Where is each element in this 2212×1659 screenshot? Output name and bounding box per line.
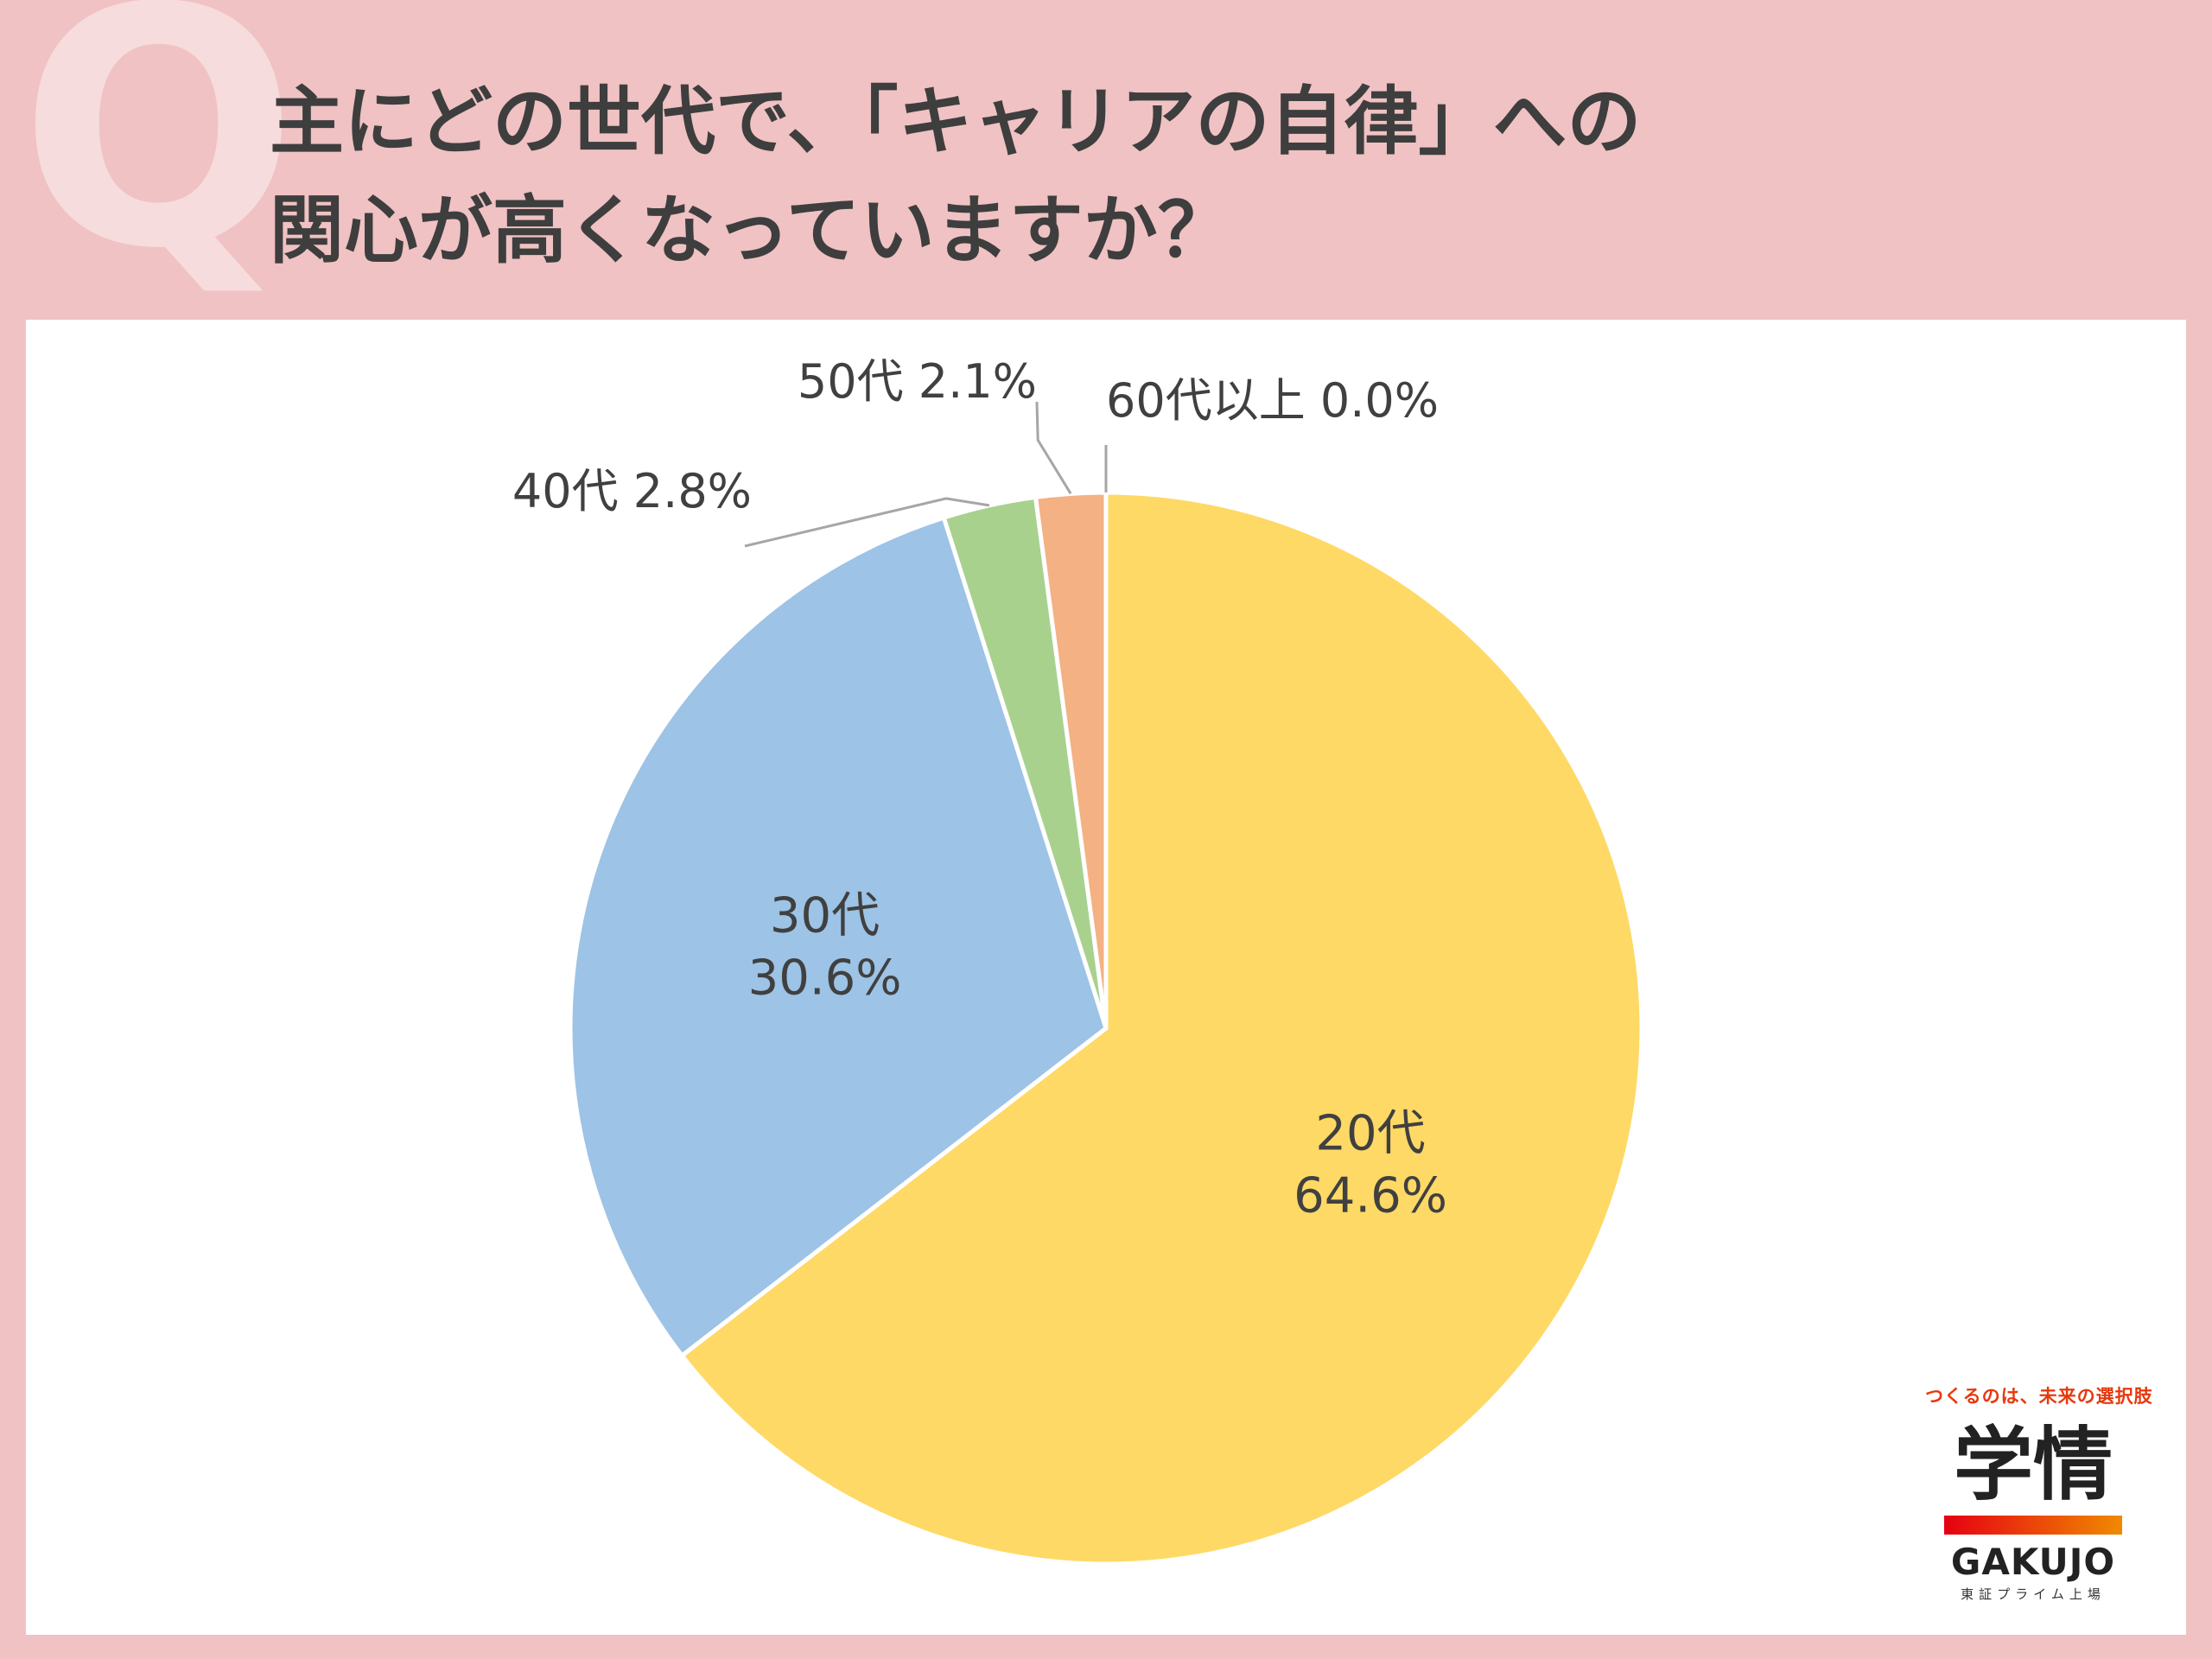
gakujo-logo: つくるのは、未来の選択肢 学情 GAKUJO 東証プライム上場: [1925, 1382, 2153, 1603]
logo-tagline: つくるのは、未来の選択肢: [1925, 1386, 2153, 1407]
title-line-1: 主にどの世代で、「キャリアの自律」への: [270, 79, 1642, 165]
slice-label-5: 60代以上 0.0%: [1106, 373, 1439, 428]
leader-line-4: [1035, 401, 1072, 495]
slice-label-3: 40代 2.8%: [512, 464, 752, 518]
title-line-2: 関心が高くなっていますか？: [270, 188, 1232, 274]
question-mark-icon: Q: [19, 0, 299, 321]
pie-slice-1: [678, 490, 1644, 1567]
pie-slice-2: [568, 514, 1109, 1359]
leader-line-3: [744, 497, 990, 548]
page-title: 主にどの世代で、「キャリアの自律」への 関心が高くなっていますか？: [270, 67, 2084, 285]
chart-panel: 20代 64.6% 30代 30.6% 40代 2.8% 50代 2.1% 60代以上 0.…: [26, 320, 2186, 1635]
slice-label-4: 50代 2.1%: [798, 354, 1037, 409]
slice-label-2: 30代: [770, 887, 880, 944]
pie-chart: 20代 64.6% 30代 30.6% 40代 2.8% 50代 2.1% 60代以上 0.…: [512, 354, 1644, 1567]
logo-bar: [1944, 1516, 2122, 1535]
logo-english: GAKUJO: [1950, 1541, 2116, 1583]
slice-value-2: 30.6%: [748, 950, 902, 1006]
slice-label-1: 20代: [1315, 1105, 1425, 1161]
logo-kanji: 学情: [1953, 1419, 2113, 1511]
logo-sub: 東証プライム上場: [1961, 1586, 2106, 1602]
slice-value-1: 64.6%: [1294, 1167, 1447, 1224]
